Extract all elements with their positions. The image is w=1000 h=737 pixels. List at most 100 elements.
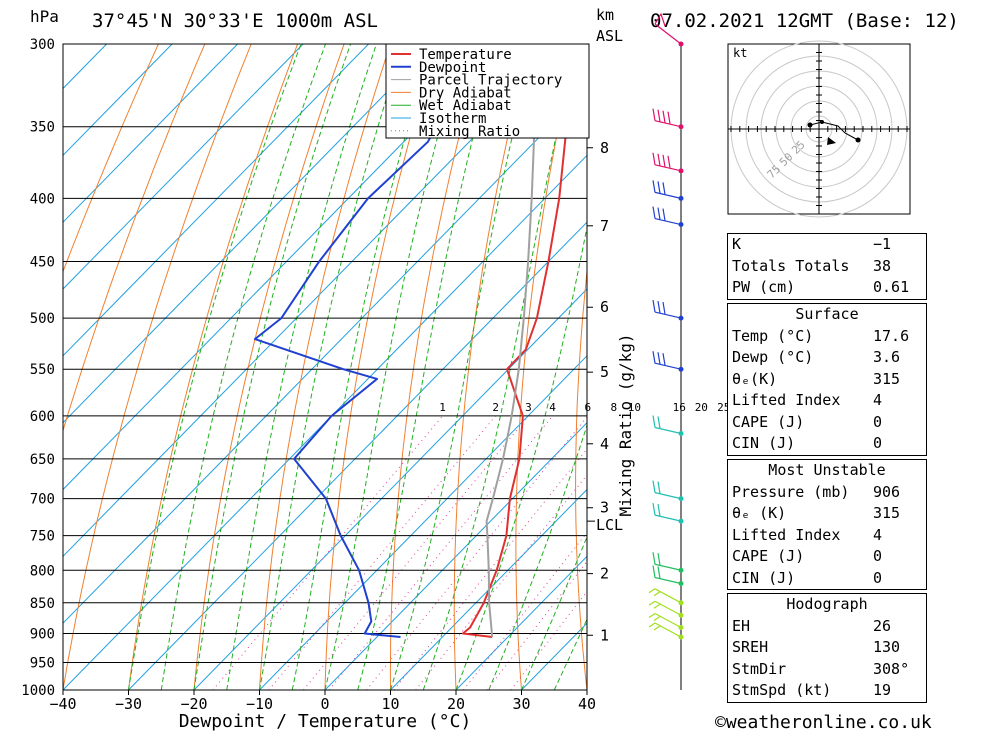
isotherm-line xyxy=(0,44,565,690)
pressure-tick-label: 550 xyxy=(30,362,55,378)
surface-index-row: θₑ(K)315 xyxy=(728,369,926,391)
x-axis-title: Dewpoint / Temperature (°C) xyxy=(179,711,472,732)
pressure-tick-label: 450 xyxy=(30,255,55,271)
pressure-tick-label: 950 xyxy=(30,655,55,671)
wind-barb xyxy=(653,503,681,521)
surface-index-value: 3.6 xyxy=(873,347,900,369)
dry-adiabat-line xyxy=(947,44,1000,690)
hodograph-index-value: 19 xyxy=(873,680,891,702)
mixing-ratio-label: 3 xyxy=(525,401,532,414)
wind-barb xyxy=(653,351,681,369)
isotherm-line xyxy=(0,44,369,690)
surface-index-label: CAPE (J) xyxy=(732,412,804,434)
wet-adiabat-line xyxy=(391,44,535,690)
mixing-ratio-label: 16 xyxy=(673,401,686,414)
wet-adiabat-line xyxy=(325,44,463,690)
isotherm-line xyxy=(0,44,172,690)
most-unstable-index-label: θₑ (K) xyxy=(732,503,786,525)
wind-barb xyxy=(653,566,681,584)
hodograph-index-label: StmSpd (kt) xyxy=(732,680,831,702)
wind-profile xyxy=(649,14,684,690)
dry-adiabat-line xyxy=(516,44,576,690)
hodograph-index-value: 26 xyxy=(873,616,891,638)
general-index-label: K xyxy=(732,234,741,256)
mixing-ratio-label: 4 xyxy=(549,401,556,414)
wind-barb xyxy=(653,416,681,434)
general-index-value: −1 xyxy=(873,234,891,256)
mixing-ratio-line xyxy=(269,416,496,690)
most-unstable-index-row: Pressure (mb)906 xyxy=(728,482,926,504)
surface-index-label: CIN (J) xyxy=(732,433,795,455)
x-tick-label: 30 xyxy=(512,695,530,713)
surface-index-label: Lifted Index xyxy=(732,390,840,412)
hodograph-point xyxy=(820,120,824,124)
x-tick-label: 40 xyxy=(578,695,596,713)
wet-adiabat-line xyxy=(489,44,678,690)
asl-unit-label: ASL xyxy=(596,27,623,45)
wet-adiabat-line xyxy=(260,44,404,690)
wet-adiabat-line xyxy=(292,44,432,690)
km-unit-label: km xyxy=(596,6,614,24)
pressure-tick-label: 900 xyxy=(30,626,55,642)
surface-title: Surface xyxy=(728,304,926,326)
hodograph-point xyxy=(856,138,861,143)
most-unstable-index-value: 906 xyxy=(873,482,900,504)
height-km-label: 6 xyxy=(600,298,609,316)
pressure-tick-label: 850 xyxy=(30,596,55,612)
hodograph-index-value: 130 xyxy=(873,637,900,659)
pressure-tick-label: 800 xyxy=(30,563,55,579)
general-index-value: 38 xyxy=(873,256,891,278)
wet-adiabat-line xyxy=(423,44,577,690)
pressure-tick-label: 750 xyxy=(30,529,55,545)
wind-barb xyxy=(653,552,681,570)
height-km-label: 8 xyxy=(600,139,609,157)
most-unstable-index-label: CAPE (J) xyxy=(732,546,804,568)
pressure-tick-label: 500 xyxy=(30,311,55,327)
most-unstable-index-value: 0 xyxy=(873,546,882,568)
hpa-unit-label: hPa xyxy=(30,7,59,26)
isotherm-line xyxy=(0,44,631,690)
x-tick-label: −40 xyxy=(49,695,76,713)
most-unstable-index-label: CIN (J) xyxy=(732,568,795,590)
height-km-label: 3 xyxy=(600,499,609,517)
height-km-label: 7 xyxy=(600,217,609,235)
surface-index-value: 0 xyxy=(873,433,882,455)
surface-index-row: Temp (°C)17.6 xyxy=(728,326,926,348)
pressure-tick-label: 700 xyxy=(30,492,55,508)
hodograph-unit-label: kt xyxy=(733,46,747,60)
pressure-tick-label: 650 xyxy=(30,452,55,468)
dry-adiabat-line xyxy=(0,44,158,690)
general-index-row: PW (cm)0.61 xyxy=(728,277,926,299)
most-unstable-title: Most Unstable xyxy=(728,460,926,482)
surface-index-label: Dewp (°C) xyxy=(732,347,813,369)
hodograph-point xyxy=(808,123,813,128)
height-km-label: 1 xyxy=(600,626,609,644)
surface-index-label: Temp (°C) xyxy=(732,326,813,348)
pressure-tick-label: 300 xyxy=(30,37,55,53)
surface-index-value: 0 xyxy=(873,412,882,434)
hodograph-index-label: SREH xyxy=(732,637,768,659)
dry-adiabat-line xyxy=(994,44,1000,690)
most-unstable-index-row: θₑ (K) 315 xyxy=(728,503,926,525)
most-unstable-index-row: CAPE (J) 0 xyxy=(728,546,926,568)
most-unstable-index-value: 315 xyxy=(873,503,900,525)
general-index-label: Totals Totals xyxy=(732,256,849,278)
isotherm-line xyxy=(0,44,434,690)
dry-adiabat-line xyxy=(194,44,344,690)
hodograph-index-label: StmDir xyxy=(732,659,786,681)
mixing-ratio-line xyxy=(366,416,587,690)
dry-adiabat-line xyxy=(689,44,718,690)
general-index-row: K −1 xyxy=(728,234,926,256)
dry-adiabat-line xyxy=(260,44,391,690)
wind-barb xyxy=(649,589,681,603)
location-title: 37°45'N 30°33'E 1000m ASL xyxy=(92,10,378,32)
wet-adiabat-line xyxy=(161,44,325,690)
wet-adiabat-line xyxy=(194,44,351,690)
